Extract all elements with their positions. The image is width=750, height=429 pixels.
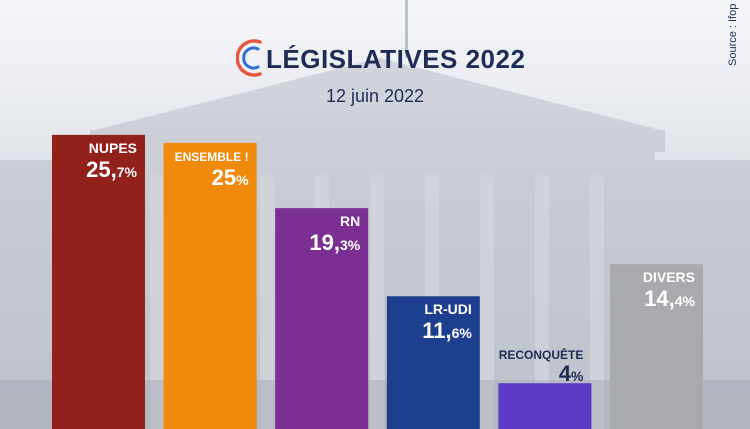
category-label-lr-udi: LR-UDI [424,301,471,317]
chart-header: LÉGISLATIVES 2022 12 juin 2022 [0,0,750,120]
arc-logo-icon [236,39,262,77]
value-label-ensemble: 25% [212,165,249,190]
title-block: LÉGISLATIVES 2022 [236,38,526,78]
category-label-ensemble: ENSEMBLE ! [175,150,249,164]
bar-reconquete [498,383,592,429]
bar-ensemble [163,142,257,429]
bar-nupes [52,134,145,429]
value-label-nupes: 25,7% [86,157,137,182]
value-label-rn: 19,3% [309,230,360,255]
bar-lr-udi [386,296,480,429]
value-label-lr-udi: 11,6% [422,318,472,343]
category-label-nupes: NUPES [89,140,137,156]
category-label-reconquete: RECONQUÊTE [499,347,584,362]
chart-date: 12 juin 2022 [325,86,425,106]
category-label-divers: DIVERS [643,269,695,285]
bar-divers [610,264,703,429]
value-label-reconquete: 4% [559,361,584,386]
bar-rn [275,208,369,429]
chart-title: LÉGISLATIVES 2022 [266,44,526,74]
category-label-rn: RN [340,213,360,229]
value-label-divers: 14,4% [644,286,695,311]
